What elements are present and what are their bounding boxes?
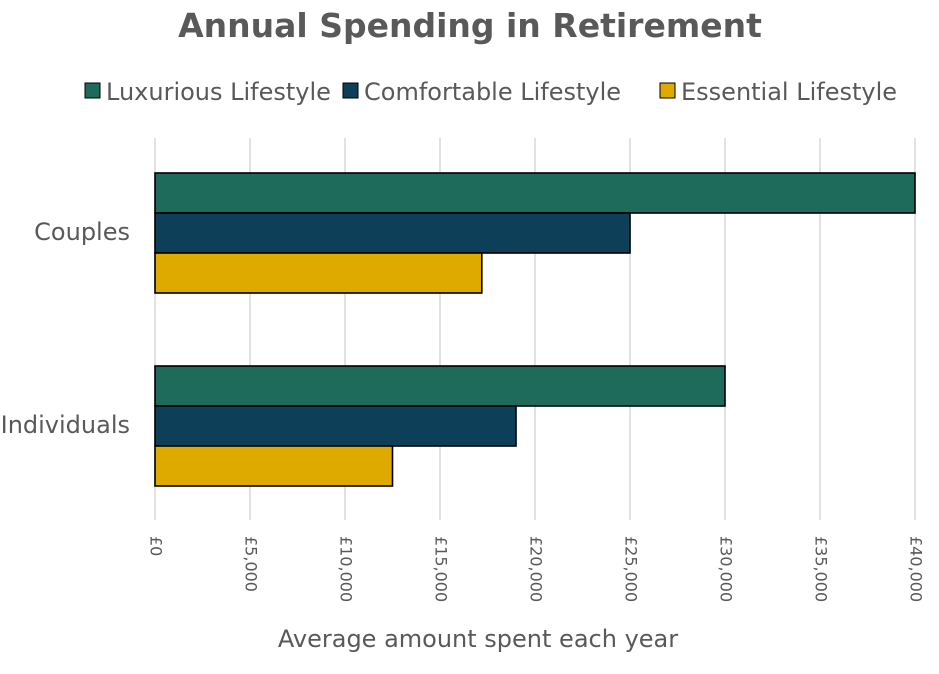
bar (154, 212, 631, 254)
x-tick-label: £25,000 (622, 536, 641, 602)
bar (154, 252, 483, 294)
legend-label: Luxurious Lifestyle (106, 78, 331, 106)
chart-title: Annual Spending in Retirement (178, 6, 762, 45)
legend-label: Comfortable Lifestyle (364, 78, 621, 106)
x-tick-label: £20,000 (527, 536, 546, 602)
bar (154, 445, 394, 487)
x-tick-label: £0 (147, 536, 166, 556)
bar (154, 172, 916, 214)
x-tick-labels: £0 £5,000 £10,000 £15,000 £20,000 £25,000 £30,… (147, 536, 926, 602)
legend-swatch (659, 82, 676, 99)
x-tick-label: £30,000 (717, 536, 736, 602)
category-labels: Couples Individuals (1, 218, 130, 439)
x-tick-label: £10,000 (337, 536, 356, 602)
bar (154, 365, 726, 407)
bar (154, 405, 517, 447)
x-tick-label: £15,000 (432, 536, 451, 602)
x-tick-label: £5,000 (242, 536, 261, 592)
legend-swatch (342, 82, 359, 99)
category-label: Individuals (1, 411, 130, 439)
x-tick-label: £35,000 (812, 536, 831, 602)
category-label: Couples (34, 218, 130, 246)
x-tick-label: £40,000 (907, 536, 926, 602)
legend-label: Essential Lifestyle (681, 78, 897, 106)
x-axis-title: Average amount spent each year (278, 625, 678, 653)
bars (154, 172, 916, 487)
legend: Luxurious Lifestyle Comfortable Lifestyle… (84, 78, 897, 106)
legend-swatch (84, 82, 101, 99)
